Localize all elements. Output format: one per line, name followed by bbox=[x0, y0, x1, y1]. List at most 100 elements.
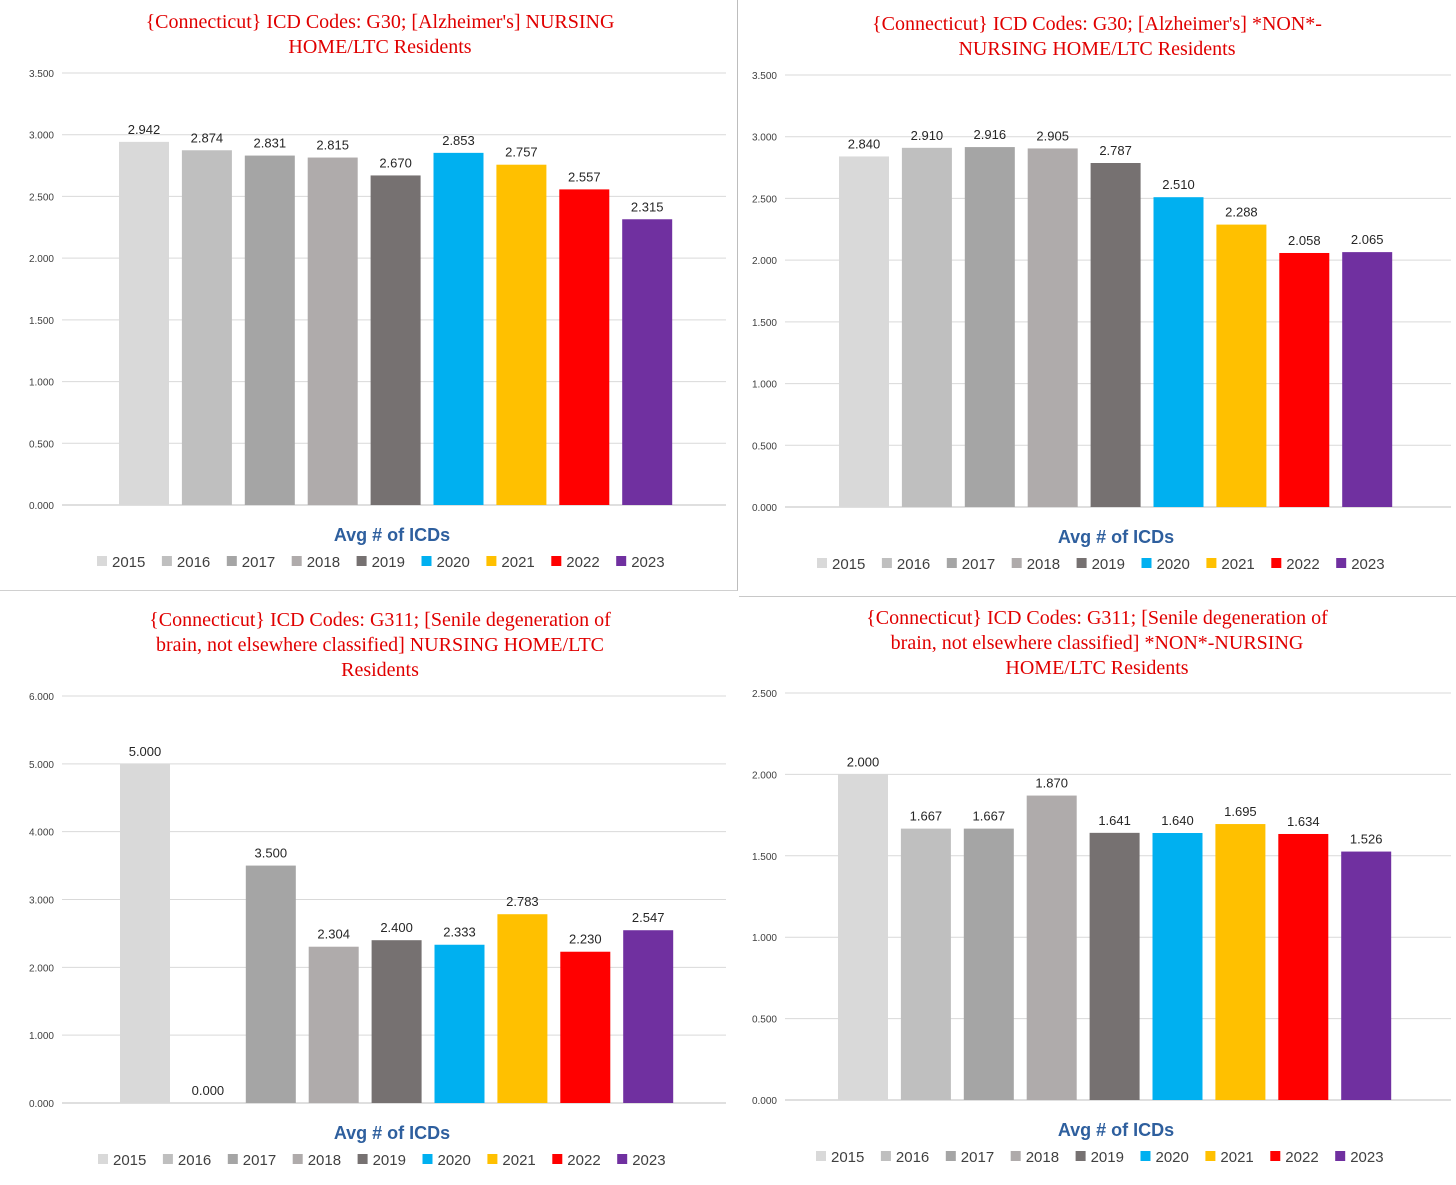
data-label-2018: 2.815 bbox=[316, 138, 349, 153]
bar-2018 bbox=[308, 946, 359, 1103]
bar-2017 bbox=[963, 828, 1014, 1100]
legend-swatch bbox=[1076, 558, 1087, 568]
legend-swatch bbox=[880, 1151, 891, 1161]
legend-label: 2016 bbox=[897, 556, 930, 573]
bar-2017 bbox=[964, 147, 1015, 508]
data-label-2022: 1.634 bbox=[1287, 814, 1320, 829]
legend-label: 2015 bbox=[113, 1152, 146, 1169]
bar-2018 bbox=[1026, 795, 1077, 1100]
legend-item-2020: 2020 bbox=[1141, 556, 1190, 573]
y-tick-label: 2.000 bbox=[752, 256, 777, 267]
y-tick-label: 2.000 bbox=[29, 254, 54, 265]
y-tick-label: 2.500 bbox=[752, 689, 777, 700]
legend-swatch bbox=[1075, 1151, 1086, 1161]
data-label-2017: 1.667 bbox=[973, 809, 1006, 824]
bar-2015 bbox=[120, 763, 170, 1103]
legend-swatch bbox=[227, 1154, 238, 1164]
legend-label: 2020 bbox=[438, 1152, 471, 1169]
legend-label: 2016 bbox=[896, 1149, 929, 1166]
data-label-2021: 2.288 bbox=[1225, 205, 1258, 220]
bar-2019 bbox=[371, 940, 422, 1103]
legend-item-2015: 2015 bbox=[816, 1149, 864, 1166]
data-label-2023: 2.547 bbox=[632, 910, 665, 925]
chart-title-line: brain, not elsewhere classified] *NON*-N… bbox=[891, 632, 1304, 654]
legend-swatch bbox=[486, 556, 497, 566]
legend-swatch bbox=[551, 556, 562, 566]
legend-item-2020: 2020 bbox=[1140, 1149, 1189, 1166]
y-tick-label: 0.500 bbox=[752, 441, 777, 452]
data-label-2023: 2.315 bbox=[631, 199, 664, 214]
data-label-2020: 2.333 bbox=[443, 925, 476, 940]
data-label-2023: 2.065 bbox=[1351, 232, 1384, 247]
chart-title-line: HOME/LTC Residents bbox=[1005, 657, 1188, 679]
data-label-2019: 2.787 bbox=[1099, 143, 1132, 158]
legend-label: 2022 bbox=[567, 1152, 600, 1169]
legend-swatch bbox=[1271, 558, 1282, 568]
chart-title-line: NURSING HOME/LTC Residents bbox=[958, 38, 1235, 60]
legend-swatch bbox=[617, 1154, 628, 1164]
data-label-2020: 1.640 bbox=[1161, 813, 1194, 828]
chart-title-line: Residents bbox=[341, 659, 419, 681]
legend-swatch bbox=[552, 1154, 563, 1164]
chart-panel-g30-non-nursing-home: {Connecticut} ICD Codes: G30; [Alzheimer… bbox=[739, 0, 1456, 592]
legend-label: 2021 bbox=[501, 554, 534, 571]
legend-item-2019: 2019 bbox=[1076, 556, 1125, 573]
y-tick-label: 1.000 bbox=[752, 933, 777, 944]
bar-2022 bbox=[559, 189, 610, 506]
legend-swatch bbox=[1335, 1151, 1346, 1161]
chart-panel-g311-nursing-home: {Connecticut} ICD Codes: G311; [Senile d… bbox=[0, 596, 737, 1184]
legend-item-2022: 2022 bbox=[1270, 1149, 1319, 1166]
legend-item-2017: 2017 bbox=[945, 1149, 994, 1166]
legend-item-2017: 2017 bbox=[946, 556, 995, 573]
bar-2020 bbox=[1153, 197, 1204, 508]
y-tick-label: 0.000 bbox=[29, 1099, 54, 1110]
data-label-2020: 2.853 bbox=[442, 133, 475, 148]
legend-label: 2017 bbox=[962, 556, 995, 573]
legend-label: 2017 bbox=[243, 1152, 276, 1169]
legend-label: 2021 bbox=[502, 1152, 535, 1169]
legend-label: 2022 bbox=[1285, 1149, 1318, 1166]
legend-swatch bbox=[1141, 558, 1152, 568]
data-label-2022: 2.230 bbox=[569, 932, 602, 947]
legend-label: 2018 bbox=[1026, 1149, 1059, 1166]
bar-2021 bbox=[1216, 224, 1267, 507]
legend-item-2015: 2015 bbox=[97, 554, 145, 571]
chart-g311-non-nursing-home: {Connecticut} ICD Codes: G311; [Senile d… bbox=[752, 607, 1451, 1166]
legend-item-2017: 2017 bbox=[227, 1152, 276, 1169]
legend-swatch bbox=[946, 558, 957, 568]
legend-item-2021: 2021 bbox=[487, 1152, 536, 1169]
chart-panel-g311-non-nursing-home: {Connecticut} ICD Codes: G311; [Senile d… bbox=[739, 596, 1456, 1185]
data-label-2015: 2.942 bbox=[128, 122, 161, 137]
y-tick-label: 0.000 bbox=[752, 1096, 777, 1107]
chart-g30-nursing-home: {Connecticut} ICD Codes: G30; [Alzheimer… bbox=[29, 11, 726, 571]
legend-item-2015: 2015 bbox=[817, 556, 865, 573]
y-tick-label: 1.500 bbox=[29, 316, 54, 327]
y-tick-label: 0.500 bbox=[29, 439, 54, 450]
bar-2023 bbox=[1342, 252, 1393, 507]
legend-swatch bbox=[162, 1154, 173, 1164]
bar-2022 bbox=[1279, 252, 1330, 507]
data-label-2017: 3.500 bbox=[255, 846, 288, 861]
legend-label: 2019 bbox=[373, 1152, 406, 1169]
legend-item-2019: 2019 bbox=[357, 1152, 406, 1169]
y-tick-label: 1.000 bbox=[29, 1031, 54, 1042]
legend-swatch bbox=[816, 1151, 826, 1161]
legend-label: 2020 bbox=[1156, 1149, 1189, 1166]
data-label-2015: 5.000 bbox=[129, 744, 162, 759]
y-tick-label: 2.500 bbox=[752, 194, 777, 205]
bar-2015 bbox=[838, 774, 888, 1100]
bar-2021 bbox=[1215, 824, 1266, 1100]
bar-2020 bbox=[1152, 833, 1203, 1100]
legend-item-2023: 2023 bbox=[1336, 556, 1385, 573]
data-label-2015: 2.000 bbox=[847, 754, 880, 769]
legend-item-2023: 2023 bbox=[617, 1152, 666, 1169]
bar-2019 bbox=[1089, 832, 1140, 1100]
legend-swatch bbox=[616, 556, 627, 566]
legend-item-2022: 2022 bbox=[1271, 556, 1320, 573]
data-label-2016: 2.910 bbox=[911, 128, 944, 143]
legend-swatch bbox=[292, 1154, 303, 1164]
legend-item-2023: 2023 bbox=[1335, 1149, 1384, 1166]
legend-label: 2017 bbox=[961, 1149, 994, 1166]
legend-swatch bbox=[817, 558, 827, 568]
data-label-2020: 2.510 bbox=[1162, 177, 1195, 192]
